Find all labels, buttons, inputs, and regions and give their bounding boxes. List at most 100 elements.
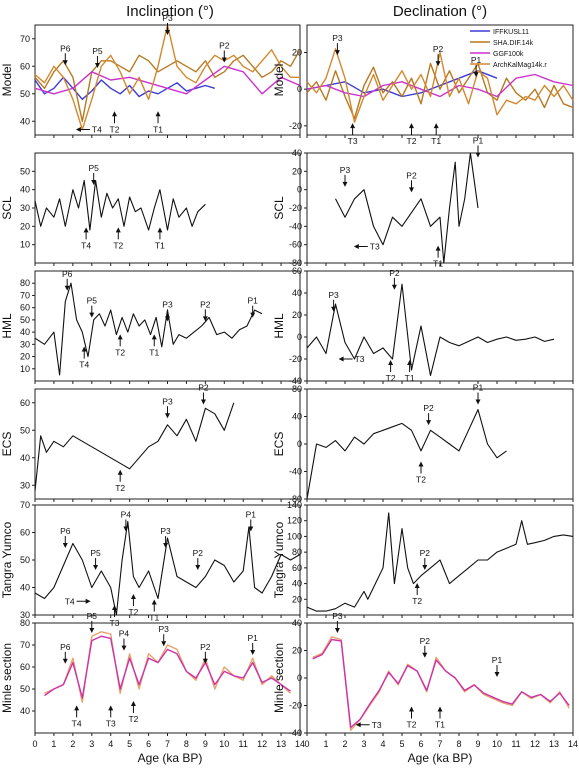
- annotation-label: T4: [92, 125, 102, 135]
- y-tick-label: 40: [20, 116, 30, 126]
- series-line-hml: [306, 283, 555, 377]
- y-tick-label: -20: [289, 203, 302, 213]
- annotation-t2: T2: [407, 706, 417, 730]
- x-tick-label: 7: [437, 739, 442, 749]
- annotation-label: T1: [149, 347, 159, 357]
- annotation-arrowhead: [64, 285, 70, 291]
- annotation-label: T2: [115, 483, 125, 493]
- y-tick-label: -80: [289, 494, 302, 504]
- y-tick-label: -80: [289, 258, 302, 268]
- annotation-arrowhead: [334, 50, 340, 56]
- annotation-label: P2: [193, 548, 204, 558]
- plot-frame: [34, 152, 301, 264]
- annotation-p3: P3: [332, 611, 343, 633]
- y-tick-label: 20: [292, 594, 302, 604]
- x-tick-label: 7: [165, 739, 170, 749]
- annotation-t4: T4: [79, 346, 89, 370]
- annotation-label: P6: [60, 642, 71, 652]
- annotation-arrowhead: [426, 420, 432, 426]
- annotation-label: T3: [106, 718, 116, 728]
- annotation-label: P1: [473, 136, 484, 146]
- y-tick-label: 20: [20, 221, 30, 231]
- y-tick-label: 40: [292, 148, 302, 158]
- annotation-p4: P4: [121, 510, 131, 532]
- x-tick-label: 10: [219, 739, 229, 749]
- annotation-p2: P2: [420, 548, 431, 570]
- annotation-t3: T3: [348, 123, 358, 146]
- annotation-label: P4: [119, 629, 130, 639]
- annotation-label: P3: [162, 396, 173, 406]
- plot-frame: [306, 270, 574, 382]
- y-tick-label: 80: [20, 618, 30, 628]
- annotation-label: P3: [332, 611, 343, 621]
- annotation-arrowhead: [130, 594, 136, 599]
- y-axis-label: Minle section: [0, 643, 14, 713]
- y-axis-label: Model: [272, 64, 286, 97]
- series-line-archkalmag14k-r: [306, 48, 574, 123]
- annotation-label: T1: [405, 373, 415, 383]
- annotation-label: P2: [420, 636, 431, 646]
- x-tick-label: 8: [184, 739, 189, 749]
- annotation-label: T2: [416, 475, 426, 485]
- series-line-minle-section-mean: [44, 635, 291, 699]
- y-tick-label: 40: [292, 412, 302, 422]
- annotation-arrowhead: [83, 227, 89, 233]
- annotation-arrowhead: [334, 628, 340, 633]
- annotation-p3: P3: [159, 624, 169, 647]
- x-axis-label-left: Age (ka BP): [138, 751, 203, 765]
- annotation-arrowhead: [202, 658, 208, 664]
- annotation-arrowhead: [62, 658, 68, 664]
- annotation-arrowhead: [165, 413, 170, 419]
- annotation-arrowhead: [151, 599, 157, 605]
- annotation-arrowhead: [130, 701, 136, 706]
- annotation-label: P1: [246, 510, 257, 520]
- annotation-label: T1: [433, 259, 443, 269]
- series-line-ecs: [306, 409, 507, 500]
- annotation-t1: T1: [433, 245, 443, 269]
- annotation-p5: P5: [87, 611, 97, 633]
- annotation-t4: T4: [72, 705, 82, 728]
- annotation-p1: P1: [246, 510, 257, 532]
- y-tick-label: 120: [287, 516, 302, 526]
- y-tick-label: 30: [20, 610, 30, 620]
- annotation-label: T4: [65, 596, 75, 606]
- annotation-p2: P2: [420, 636, 431, 658]
- annotation-arrowhead: [331, 306, 337, 312]
- annotation-arrowhead: [433, 123, 439, 129]
- x-tick-label: 14: [295, 739, 305, 749]
- annotation-label: T2: [115, 347, 125, 357]
- annotation-label: P1: [247, 633, 258, 643]
- annotation-t4: T4: [81, 227, 91, 250]
- x-tick-label: 6: [418, 739, 423, 749]
- annotation-arrowhead: [161, 641, 167, 647]
- annotation-t1: T1: [431, 123, 441, 146]
- x-axis-label-right: Age (ka BP): [408, 751, 473, 765]
- y-tick-label: 60: [20, 528, 30, 538]
- annotation-t1: T1: [405, 360, 415, 383]
- y-tick-label: 40: [20, 583, 30, 593]
- y-tick-label: 60: [292, 563, 302, 573]
- x-tick-label: 13: [549, 739, 559, 749]
- annotation-arrowhead: [418, 461, 424, 467]
- series-line-tangra-yumco: [306, 512, 574, 612]
- annotation-arrowhead: [81, 346, 87, 352]
- series-line-ecs: [34, 402, 235, 491]
- y-tick-label: 30: [20, 339, 30, 349]
- annotation-label: P2: [200, 642, 211, 652]
- y-tick-label: 80: [20, 278, 30, 288]
- y-tick-label: 20: [292, 646, 302, 656]
- annotation-arrowhead: [475, 152, 481, 158]
- annotation-label: P2: [420, 548, 431, 558]
- y-tick-label: -40: [289, 728, 302, 738]
- annotation-p3: P3: [162, 299, 173, 322]
- annotation-t2: T2: [113, 227, 124, 250]
- legend-label: GGF100k: [493, 51, 524, 58]
- annotation-arrowhead: [93, 565, 99, 570]
- annotation-t1: T1: [149, 599, 159, 623]
- annotation-arrowhead: [115, 227, 121, 233]
- annotation-arrowhead: [202, 316, 208, 322]
- annotation-label: T1: [435, 720, 445, 730]
- annotation-label: P5: [92, 46, 103, 56]
- annotation-arrowhead: [75, 127, 81, 132]
